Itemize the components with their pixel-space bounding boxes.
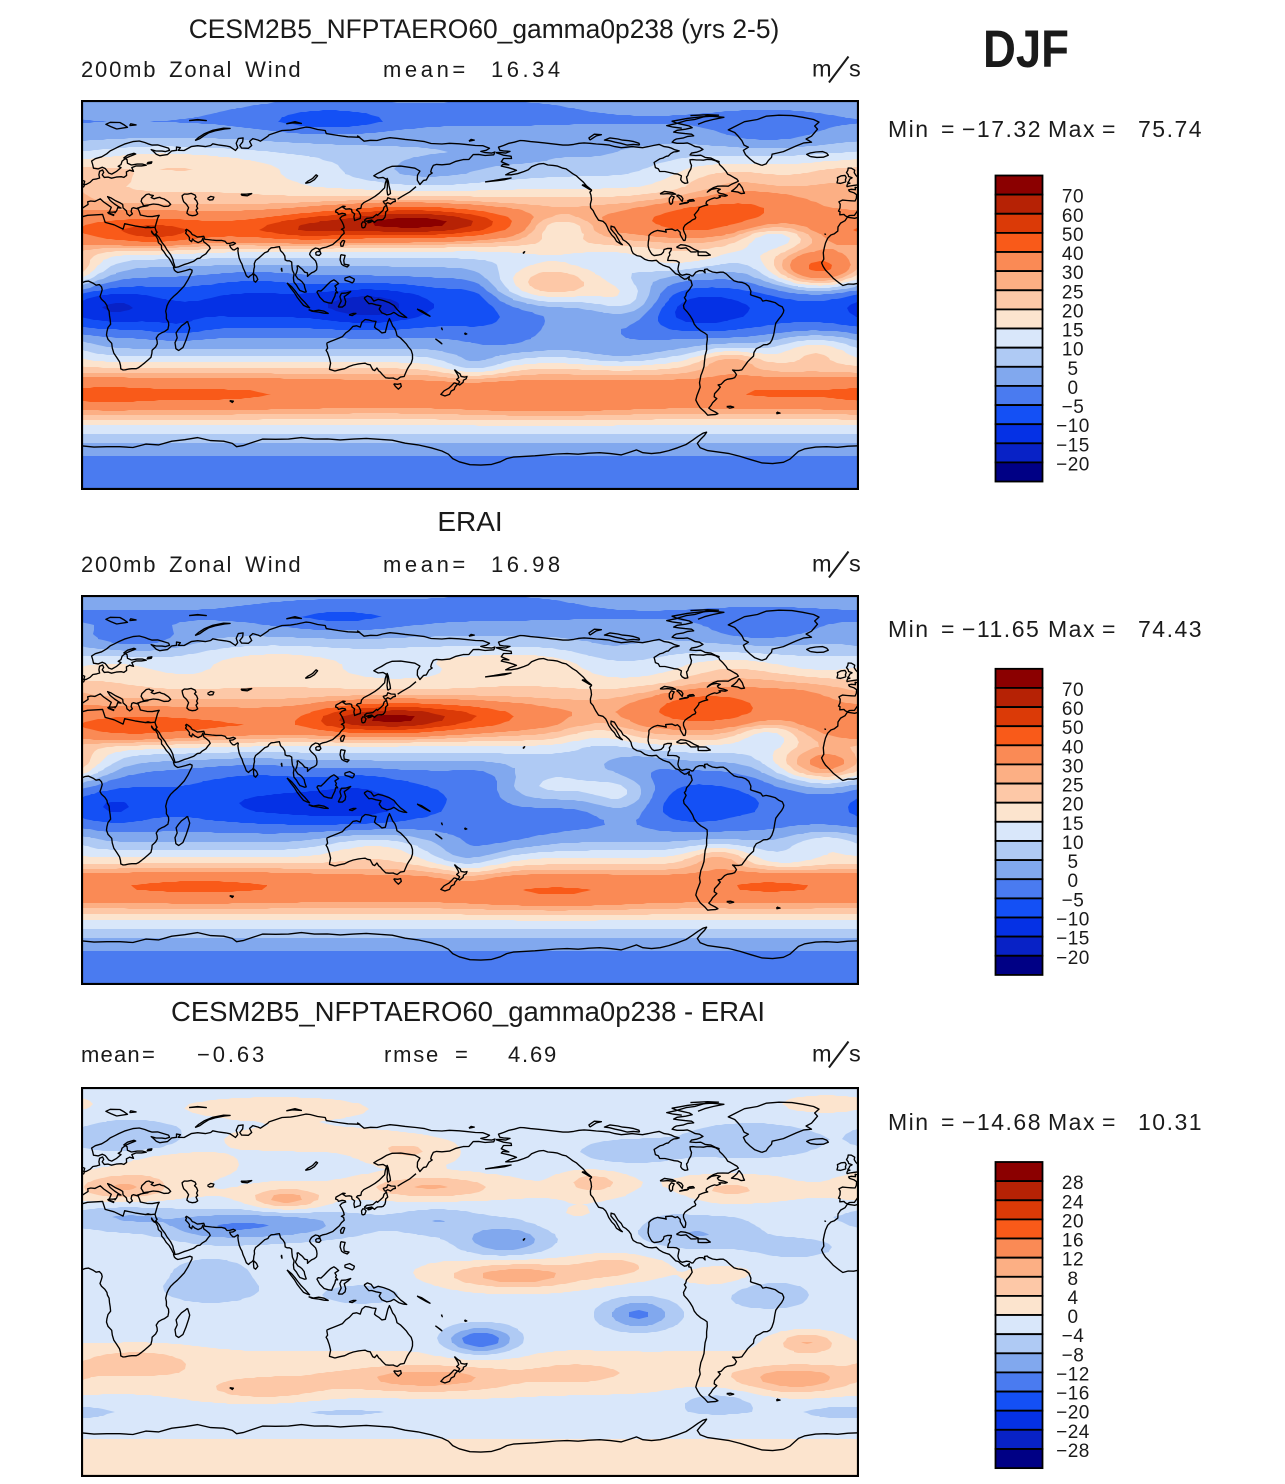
svg-text:=: = <box>941 1109 954 1135</box>
svg-text:=: = <box>142 1042 155 1067</box>
svg-text:mean: mean <box>81 1042 141 1067</box>
svg-text:24: 24 <box>1062 1192 1084 1213</box>
svg-text:70: 70 <box>1062 680 1084 701</box>
svg-text:4.69: 4.69 <box>508 1042 558 1067</box>
svg-text:16.98: 16.98 <box>491 552 564 577</box>
svg-text:200mb Zonal Wind: 200mb Zonal Wind <box>81 57 302 82</box>
svg-text:60: 60 <box>1062 206 1084 227</box>
svg-text:28: 28 <box>1062 1173 1084 1194</box>
svg-text:Min: Min <box>888 116 930 142</box>
svg-text:0: 0 <box>1067 378 1078 399</box>
svg-text:Min: Min <box>888 1109 930 1135</box>
svg-text:40: 40 <box>1062 737 1084 758</box>
svg-text:s: s <box>849 551 861 577</box>
svg-text:−28: −28 <box>1056 1441 1090 1462</box>
svg-text:=: = <box>1102 616 1115 642</box>
svg-text:−5: −5 <box>1062 397 1085 418</box>
svg-text:15: 15 <box>1062 321 1084 342</box>
svg-text:10: 10 <box>1062 833 1084 854</box>
svg-text:−10: −10 <box>1056 910 1090 931</box>
svg-text:−24: −24 <box>1056 1422 1090 1443</box>
svg-text:70: 70 <box>1062 187 1084 208</box>
svg-text:−11.65: −11.65 <box>962 616 1040 642</box>
svg-text:s: s <box>849 56 861 82</box>
svg-text:−17.32: −17.32 <box>962 116 1042 142</box>
svg-text:60: 60 <box>1062 699 1084 720</box>
svg-text:10.31: 10.31 <box>1138 1109 1203 1135</box>
svg-text:75.74: 75.74 <box>1138 116 1203 142</box>
svg-text:=: = <box>1102 116 1115 142</box>
svg-text:50: 50 <box>1062 718 1084 739</box>
svg-text:m: m <box>812 551 832 577</box>
svg-text:30: 30 <box>1062 263 1084 284</box>
svg-text:Min: Min <box>888 616 930 642</box>
svg-text:40: 40 <box>1062 244 1084 265</box>
svg-text:4: 4 <box>1067 1288 1078 1309</box>
svg-text:−15: −15 <box>1056 435 1090 456</box>
svg-text:200mb Zonal Wind: 200mb Zonal Wind <box>81 552 302 577</box>
svg-text:CESM2B5_NFPTAERO60_gamma0p238: CESM2B5_NFPTAERO60_gamma0p238 - ERAI <box>171 996 765 1027</box>
svg-text:−20: −20 <box>1056 948 1090 969</box>
svg-text:−20: −20 <box>1056 1403 1090 1424</box>
svg-text:20: 20 <box>1062 301 1084 322</box>
svg-text:=: = <box>941 116 954 142</box>
svg-text:Max: Max <box>1048 116 1096 142</box>
svg-text:16: 16 <box>1062 1231 1084 1252</box>
svg-text:8: 8 <box>1067 1269 1078 1290</box>
svg-text:ERAI: ERAI <box>437 506 502 537</box>
svg-text:−14.68: −14.68 <box>962 1109 1042 1135</box>
svg-text:=: = <box>941 616 954 642</box>
svg-text:5: 5 <box>1067 359 1078 380</box>
svg-text:−15: −15 <box>1056 929 1090 950</box>
svg-text:15: 15 <box>1062 814 1084 835</box>
svg-text:−0.63: −0.63 <box>197 1042 267 1067</box>
svg-text:CESM2B5_NFPTAERO60_gamma0p238: CESM2B5_NFPTAERO60_gamma0p238 (yrs 2-5) <box>189 14 780 44</box>
svg-text:−16: −16 <box>1056 1384 1090 1405</box>
svg-text:−20: −20 <box>1056 454 1090 475</box>
svg-text:mean=: mean= <box>383 57 469 82</box>
svg-text:12: 12 <box>1062 1250 1084 1271</box>
svg-text:mean=: mean= <box>383 552 469 577</box>
svg-text:=: = <box>455 1042 468 1067</box>
svg-text:m: m <box>812 56 832 82</box>
svg-text:10: 10 <box>1062 340 1084 361</box>
svg-text:74.43: 74.43 <box>1138 616 1203 642</box>
svg-text:16.34: 16.34 <box>491 57 564 82</box>
svg-text:rmse: rmse <box>384 1042 440 1067</box>
svg-text:DJF: DJF <box>983 20 1069 79</box>
svg-text:−10: −10 <box>1056 416 1090 437</box>
svg-text:=: = <box>1102 1109 1115 1135</box>
svg-text:−5: −5 <box>1062 890 1085 911</box>
svg-text:−4: −4 <box>1062 1326 1085 1347</box>
svg-text:50: 50 <box>1062 225 1084 246</box>
svg-text:0: 0 <box>1067 1307 1078 1328</box>
svg-text:Max: Max <box>1048 1109 1096 1135</box>
svg-text:5: 5 <box>1067 852 1078 873</box>
svg-text:−12: −12 <box>1056 1364 1090 1385</box>
svg-text:30: 30 <box>1062 756 1084 777</box>
svg-text:20: 20 <box>1062 1211 1084 1232</box>
svg-text:m: m <box>812 1041 832 1067</box>
svg-text:25: 25 <box>1062 282 1084 303</box>
svg-text:−8: −8 <box>1062 1345 1085 1366</box>
svg-text:s: s <box>849 1041 861 1067</box>
svg-text:0: 0 <box>1067 871 1078 892</box>
svg-text:25: 25 <box>1062 776 1084 797</box>
svg-text:20: 20 <box>1062 795 1084 816</box>
svg-text:Max: Max <box>1048 616 1096 642</box>
